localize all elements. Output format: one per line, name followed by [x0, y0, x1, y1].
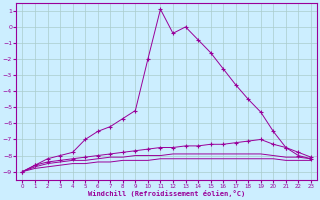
X-axis label: Windchill (Refroidissement éolien,°C): Windchill (Refroidissement éolien,°C) [88, 190, 245, 197]
